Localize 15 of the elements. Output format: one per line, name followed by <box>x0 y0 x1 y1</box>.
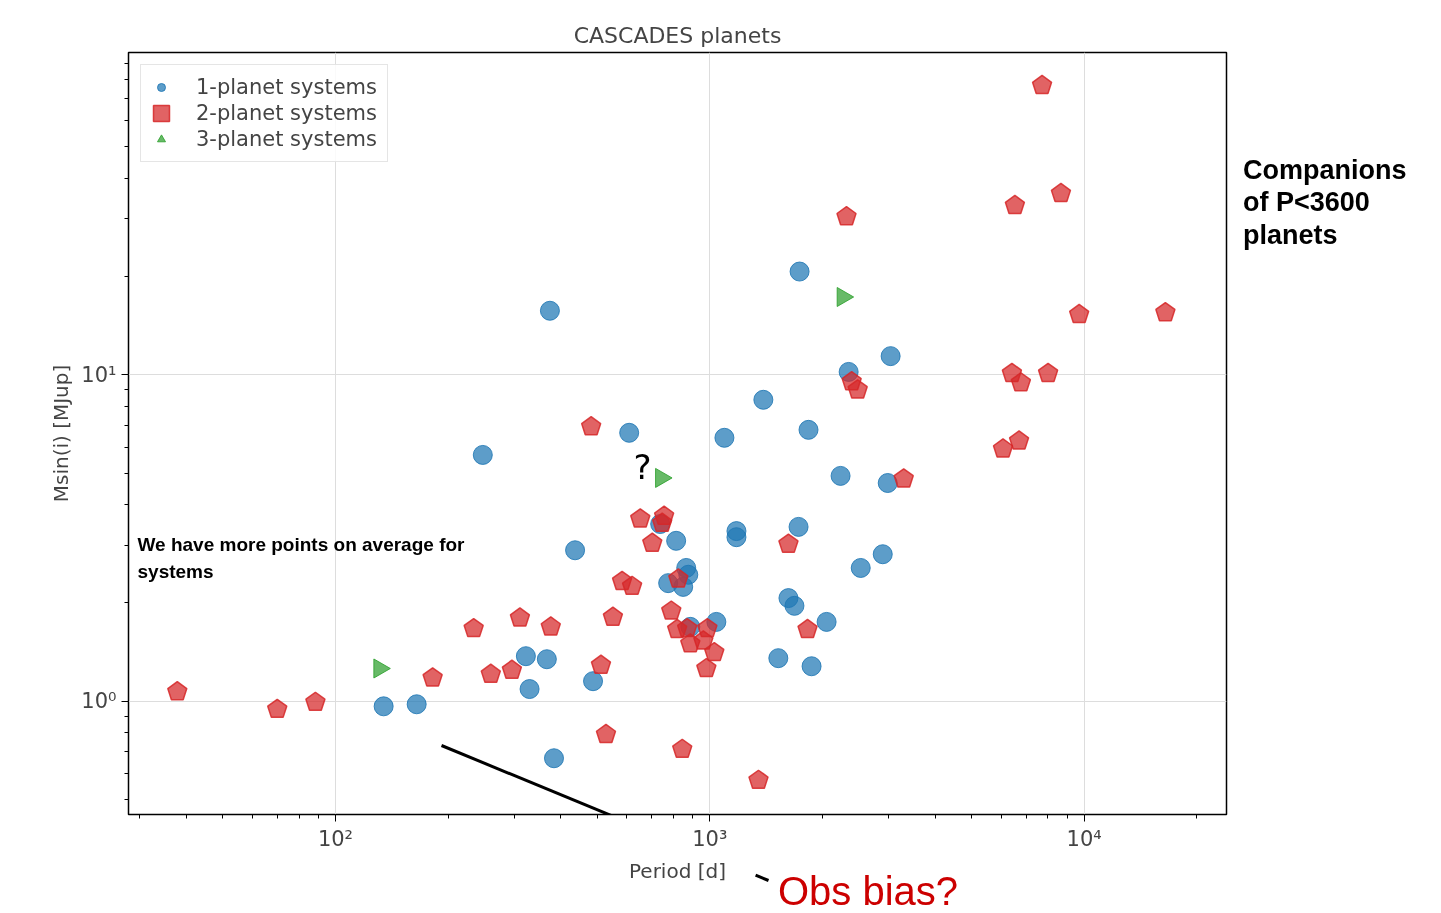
x-tick-label: 10² <box>317 826 354 851</box>
text: Companions of P<3600 planets <box>1243 154 1407 252</box>
y-tick-label: 10¹ <box>81 362 117 387</box>
y-axis-title: Msin(i) [MJup] <box>49 364 74 503</box>
legend-label: 2-planet systems <box>196 101 377 125</box>
x-axis-title: Period [d] <box>628 858 727 883</box>
y-tick-label: 10⁰ <box>81 689 117 714</box>
x-tick-label: 10³ <box>692 826 728 851</box>
annotation: ? <box>633 446 652 487</box>
text: Obs bias? <box>778 868 959 913</box>
legend-label: 3-planet systems <box>196 127 377 151</box>
x-tick-label: 10⁴ <box>1066 826 1102 851</box>
chart-title: CASCADES planets <box>573 22 782 48</box>
legend-label: 1-planet systems <box>196 75 377 99</box>
annotation: We have more points on average for systems <box>137 534 466 582</box>
